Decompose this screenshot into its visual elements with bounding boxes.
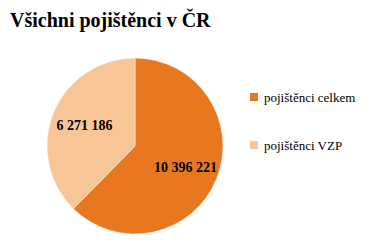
data-label: 6 271 186 — [57, 118, 113, 133]
legend-item: pojištěnci celkem — [250, 90, 355, 105]
legend-label: pojištěnci celkem — [264, 90, 355, 105]
pie — [47, 58, 223, 234]
legend-item: pojištěnci VZP — [250, 138, 342, 153]
title: Všichni pojištěnci v ČR — [10, 8, 211, 32]
legend: pojištěnci celkem pojištěnci VZP — [250, 90, 355, 153]
legend-swatch — [250, 93, 258, 101]
slice — [47, 58, 135, 209]
legend-label: pojištěnci VZP — [264, 138, 342, 153]
data-label: 10 396 221 — [154, 160, 217, 175]
chart: Všichni pojištěnci v ČR 10 396 221 6 271 1… — [0, 0, 375, 251]
data-labels: 10 396 221 6 271 186 — [57, 118, 217, 174]
legend-swatch — [250, 141, 258, 149]
